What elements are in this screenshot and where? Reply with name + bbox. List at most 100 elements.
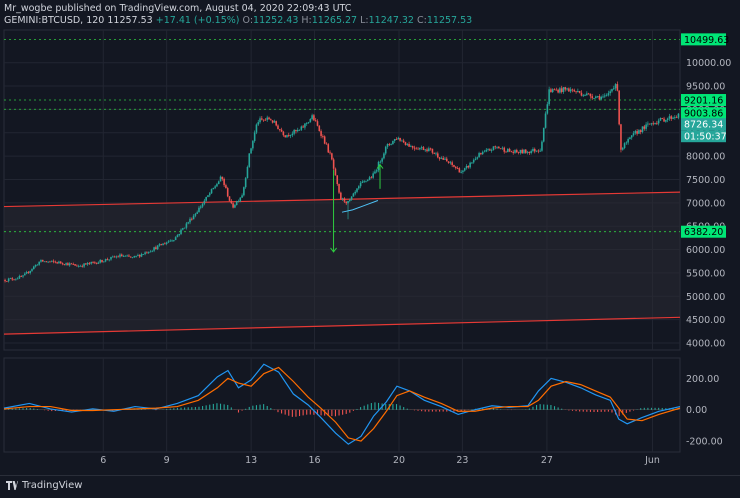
candle-body	[54, 261, 57, 263]
candle-body	[135, 255, 137, 257]
candle-body	[485, 149, 488, 152]
level-tag: 6382.20	[684, 227, 723, 238]
candle-body	[282, 131, 285, 136]
candle-body	[411, 145, 414, 148]
candle-body	[31, 269, 33, 271]
candle-body	[243, 187, 245, 196]
candle-body	[88, 262, 91, 264]
signal-line	[3, 366, 681, 442]
candle-body	[641, 126, 644, 133]
candle-body	[311, 115, 313, 120]
candle-body	[79, 265, 82, 267]
candle-body	[580, 92, 583, 96]
candle-body	[562, 87, 565, 92]
candle-body	[225, 185, 227, 189]
candle-body	[153, 247, 155, 251]
candle-body	[95, 262, 98, 264]
candle-body	[568, 88, 570, 92]
candle-body	[652, 123, 655, 125]
macd-line	[3, 363, 681, 445]
candle-body	[526, 151, 529, 153]
candle-body	[158, 244, 161, 246]
candle-body	[70, 263, 73, 265]
candle-body	[587, 93, 590, 95]
candle-body	[138, 255, 141, 257]
candle-body	[498, 146, 500, 149]
candle-body	[113, 256, 116, 258]
price-tick-label: 9500.00	[686, 82, 725, 93]
candle-body	[564, 87, 567, 90]
candle-body	[314, 120, 317, 122]
candle-body	[553, 89, 556, 91]
time-tick-label: 20	[393, 455, 405, 466]
price-tick-label: 5000.00	[686, 292, 725, 303]
candle-body	[672, 117, 674, 119]
candle-body	[666, 118, 669, 121]
candle-body	[629, 137, 631, 140]
candle-body	[566, 88, 568, 90]
candle-body	[474, 158, 477, 160]
candle-body	[386, 144, 389, 147]
candle-body	[129, 256, 132, 258]
candle-body	[341, 198, 344, 200]
candle-body	[295, 130, 297, 132]
candle-body	[675, 117, 678, 119]
candle-body	[9, 278, 12, 280]
candle-body	[359, 182, 362, 187]
time-tick-label: 16	[308, 455, 320, 466]
candle-body	[388, 144, 391, 145]
candle-body	[402, 140, 405, 143]
last-price-tag-bg	[681, 118, 726, 131]
candle-body	[535, 150, 538, 152]
candle-body	[372, 173, 374, 178]
macd-tick-label: 0.00	[686, 405, 707, 416]
candle-body	[383, 153, 385, 159]
candle-body	[478, 153, 480, 158]
candle-body	[465, 166, 468, 169]
candle-body	[560, 88, 563, 92]
candle-body	[625, 142, 628, 144]
last-price-tag: 8726.34	[684, 120, 723, 131]
candle-body	[496, 146, 498, 148]
candle-body	[630, 135, 633, 138]
candle-body	[638, 130, 640, 134]
candle-body	[47, 261, 49, 263]
macd-tick-label: 200.00	[686, 374, 719, 385]
candle-body	[41, 259, 44, 262]
candle-body	[627, 139, 629, 143]
candle-body	[661, 117, 664, 119]
candle-body	[395, 139, 398, 140]
candle-body	[507, 148, 509, 153]
candle-body	[347, 200, 349, 204]
candle-body	[616, 84, 619, 91]
candle-body	[61, 263, 64, 265]
close-value: 11257.53	[426, 15, 473, 26]
tradingview-brand[interactable]: TradingView	[22, 480, 83, 491]
publisher-text: Mr_wogbe published on TradingView.com, A…	[4, 3, 352, 14]
candle-body	[110, 256, 112, 260]
candle-body	[20, 276, 23, 277]
candle-body	[271, 120, 274, 123]
time-tick-label: 6	[100, 455, 106, 466]
candle-body	[309, 119, 312, 123]
candle-body	[424, 149, 427, 151]
candle-body	[270, 119, 272, 121]
tradingview-logo-icon[interactable]	[6, 481, 18, 491]
candle-body	[160, 244, 163, 246]
candle-body	[18, 276, 21, 279]
time-tick-label: 23	[456, 455, 468, 466]
candle-body	[569, 89, 572, 92]
candle-body	[277, 125, 279, 130]
candle-body	[516, 150, 518, 153]
candle-body	[476, 157, 479, 159]
symbol[interactable]: GEMINI:BTCUSD, 120	[4, 15, 105, 26]
candle-body	[316, 121, 319, 126]
candle-body	[128, 255, 130, 257]
countdown-tag-bg	[681, 130, 726, 143]
candle-body	[469, 162, 471, 168]
candle-body	[467, 166, 470, 168]
candle-body	[67, 263, 69, 266]
candle-body	[298, 129, 301, 131]
candle-body	[537, 150, 540, 152]
candle-body	[137, 255, 139, 256]
